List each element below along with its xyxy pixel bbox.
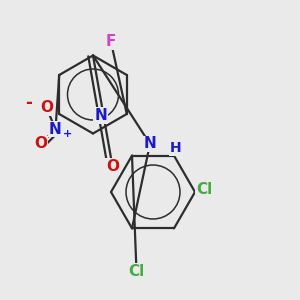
Text: O: O — [40, 100, 53, 116]
Text: O: O — [34, 136, 47, 152]
Text: F: F — [106, 34, 116, 50]
Text: N: N — [94, 108, 107, 123]
Text: +: + — [63, 129, 72, 140]
Text: H: H — [169, 141, 181, 155]
Text: N: N — [144, 136, 156, 152]
Text: Cl: Cl — [128, 264, 145, 279]
Text: O: O — [106, 159, 119, 174]
Text: -: - — [25, 94, 32, 112]
Text: Cl: Cl — [196, 182, 212, 196]
Text: N: N — [49, 122, 62, 136]
